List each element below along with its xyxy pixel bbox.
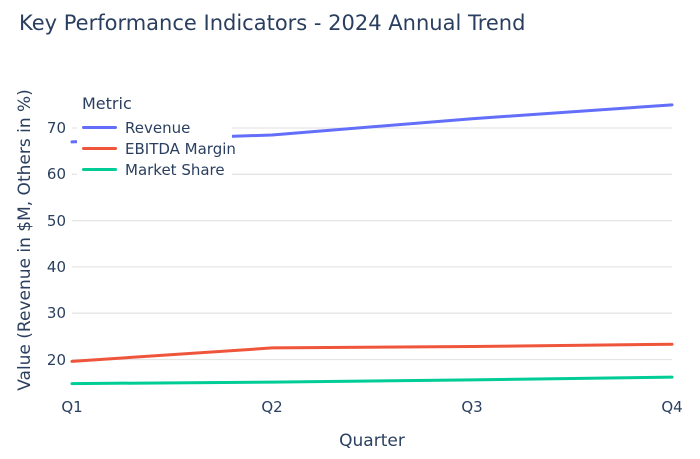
y-tick-label-20: 20 (46, 350, 66, 369)
x-axis-title: Quarter (339, 431, 405, 451)
series-line-market-share[interactable] (70, 375, 674, 386)
legend-item-label: Revenue (125, 118, 191, 137)
legend-item-ebitda-margin[interactable]: EBITDA Margin (77, 138, 236, 159)
legend: Metric Revenue EBITDA Margin Market Share (77, 92, 236, 184)
series-line-ebitda-margin[interactable] (70, 342, 674, 363)
legend-swatch-line-icon (82, 168, 117, 171)
y-tick-label-40: 40 (46, 257, 66, 276)
y-tick-label-60: 60 (46, 165, 66, 184)
legend-item-label: Market Share (125, 160, 225, 179)
legend-swatch-line-icon (82, 147, 117, 150)
chart-title: Key Performance Indicators - 2024 Annual… (19, 11, 526, 35)
y-tick-label-70: 70 (46, 119, 66, 137)
x-tick-label-q3: Q3 (461, 398, 483, 416)
legend-swatch-line-icon (82, 126, 117, 129)
x-tick-label-q2: Q2 (261, 398, 283, 416)
y-tick-label-50: 50 (46, 211, 66, 230)
x-tick-label-q4: Q4 (661, 398, 683, 416)
y-axis-title-text: Value (Revenue in $M, Others in %) (15, 89, 35, 391)
y-tick-label-30: 30 (46, 304, 66, 323)
legend-item-label: EBITDA Margin (125, 139, 236, 158)
legend-item-market-share[interactable]: Market Share (77, 159, 232, 180)
x-tick-label-q1: Q1 (61, 398, 83, 416)
legend-item-revenue[interactable]: Revenue (77, 117, 232, 138)
legend-items: Revenue EBITDA Margin Market Share (77, 117, 236, 180)
legend-title: Metric (82, 94, 132, 113)
